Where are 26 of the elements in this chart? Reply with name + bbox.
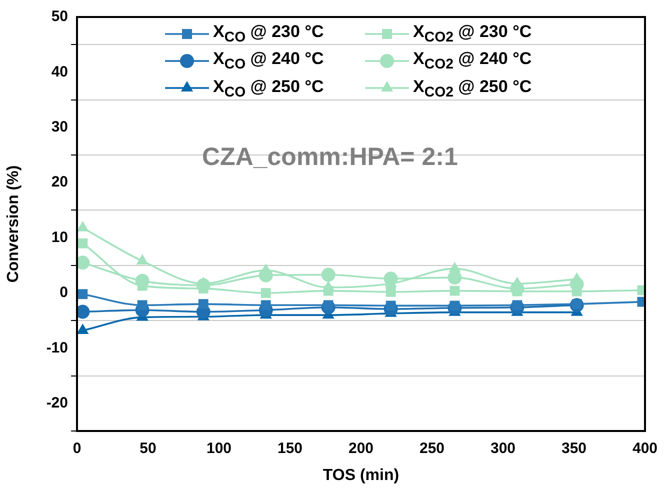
legend-label: X$_{CO2}$ @ 240 °C: [413, 49, 532, 73]
y-tick-label: 50: [51, 8, 68, 26]
x-tick-label: 0: [72, 440, 82, 458]
y-tick-label: -10: [46, 339, 68, 356]
x-tick-label: 350: [561, 440, 587, 458]
y-tick-label: -20: [46, 394, 68, 412]
y-tick-label: 20: [51, 174, 68, 191]
y-tick-label: 10: [51, 228, 68, 246]
legend-label: X$_{CO}$ @ 250 °C: [213, 76, 324, 100]
legend-label: X$_{CO2}$ @ 250 °C: [413, 76, 532, 100]
legend-label: X$_{CO}$ @ 230 °C: [213, 22, 324, 46]
x-tick-label: 200: [348, 440, 374, 458]
x-axis-title: TOS (min): [322, 466, 400, 484]
legend-label: X$_{CO}$ @ 240 °C: [213, 49, 324, 73]
y-axis-title: Conversion (%): [5, 165, 22, 283]
x-tick-label: 250: [419, 440, 445, 458]
legend-label: X$_{CO2}$ @ 230 °C: [413, 22, 532, 46]
x-tick-label: 100: [206, 440, 232, 458]
y-tick-label: 40: [51, 63, 68, 80]
x-tick-label: 400: [632, 440, 658, 458]
annotation: CZA_comm:HPA= 2:1: [202, 143, 458, 172]
x-tick-label: 300: [490, 440, 516, 458]
y-tick-label: 30: [51, 118, 68, 136]
y-tick-label: 0: [60, 284, 68, 302]
x-tick-label: 150: [277, 440, 303, 458]
x-tick-label: 50: [140, 440, 156, 458]
